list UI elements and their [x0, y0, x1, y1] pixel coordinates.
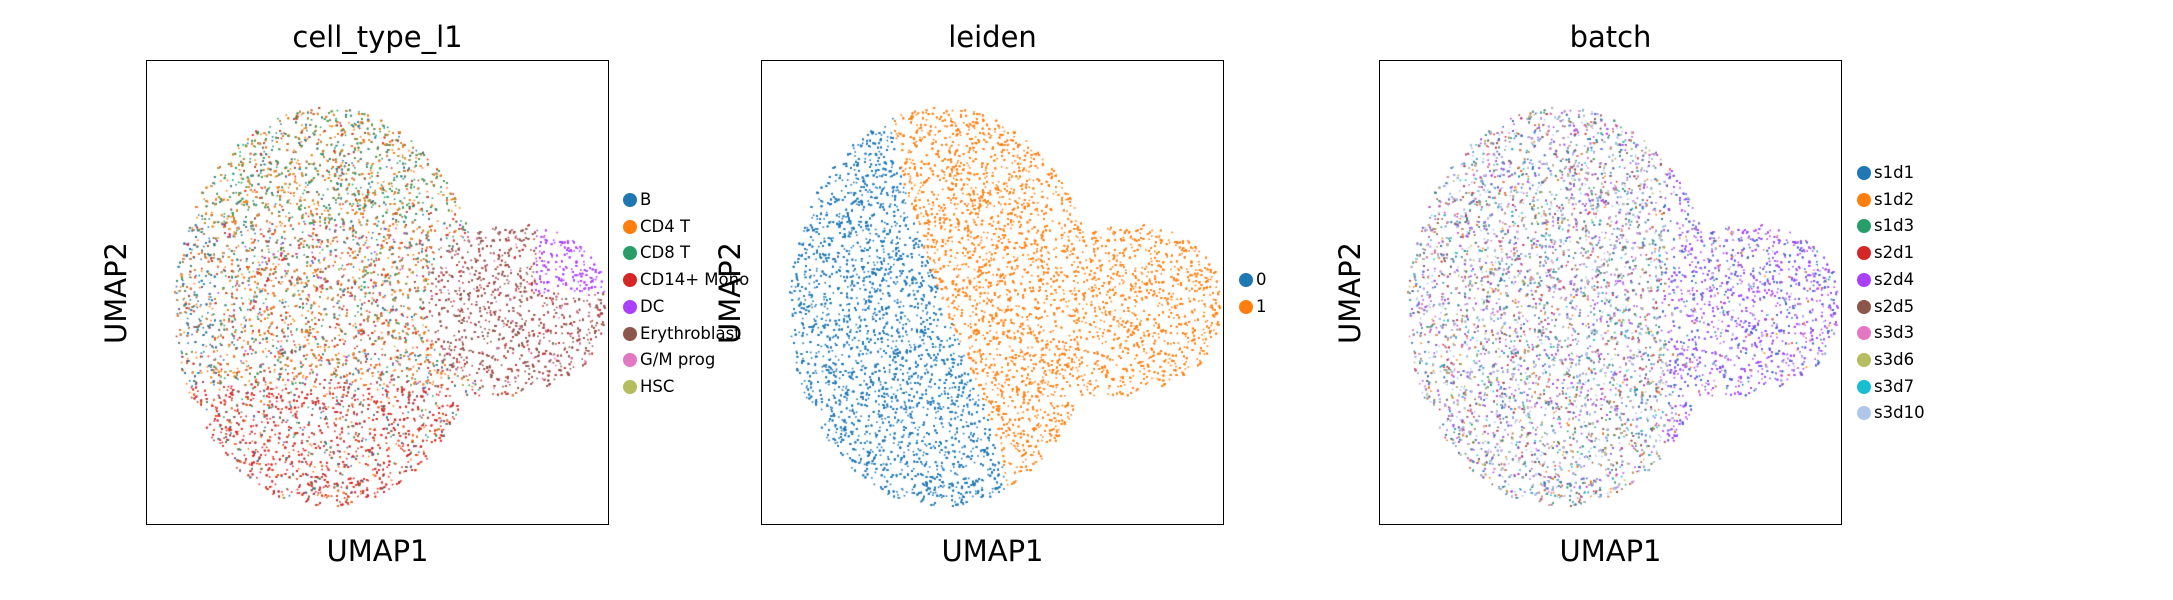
panel-title-cell-type: cell_type_l1 [292, 20, 463, 54]
y-axis-label-batch: UMAP2 [1333, 241, 1367, 345]
legend-label: B [640, 190, 652, 209]
legend-label: s1d1 [1874, 163, 1915, 182]
legend-marker [1857, 299, 1871, 314]
legend-marker [1857, 246, 1871, 261]
legend-label: s2d1 [1874, 243, 1915, 263]
plot-frame-batch [1379, 60, 1842, 525]
panel-title-batch: batch [1569, 20, 1652, 54]
legend-label: s2d5 [1874, 296, 1915, 316]
legend-label: s1d2 [1874, 189, 1915, 209]
panel-title-leiden: leiden [948, 20, 1037, 54]
legend-label: DC [640, 296, 665, 316]
legend-label: G/M prog [640, 350, 716, 370]
legend-label: s1d3 [1874, 216, 1915, 236]
x-axis-label-leiden: UMAP1 [941, 534, 1044, 568]
legend-marker [1857, 379, 1871, 394]
legend-marker [623, 353, 637, 368]
legend-label: Erythroblast [640, 323, 741, 343]
legend-label: s3d6 [1874, 349, 1915, 369]
legend-label: CD14+ Mono [640, 270, 750, 290]
legend-marker [1857, 352, 1871, 367]
legend-label: HSC [640, 376, 675, 396]
legend-marker [1239, 299, 1253, 314]
legend-label: CD8 T [640, 243, 691, 263]
legend-marker [1857, 272, 1871, 287]
plot-frame-cell-type [146, 60, 609, 525]
legend-marker [1857, 219, 1871, 234]
legend-marker [1239, 273, 1253, 287]
legend-marker [1857, 192, 1871, 207]
legend-label: s3d3 [1874, 323, 1915, 343]
legend-marker [623, 193, 637, 207]
x-axis-label-batch: UMAP1 [1559, 534, 1662, 568]
y-axis-label-cell-type: UMAP2 [99, 241, 133, 345]
legend-label: CD4 T [640, 216, 691, 236]
legend-marker [1857, 406, 1871, 421]
legend-marker [623, 273, 637, 288]
legend-marker [623, 326, 637, 341]
y-axis-label-leiden: UMAP2 [713, 241, 747, 345]
legend-label: 0 [1256, 270, 1267, 289]
legend-marker [1857, 326, 1871, 341]
legend-marker [623, 299, 637, 314]
legend-label: s3d10 [1874, 403, 1925, 423]
legend-marker [623, 246, 637, 261]
legend-label: s3d7 [1874, 376, 1915, 396]
legend-marker [623, 379, 637, 394]
x-axis-label-cell-type: UMAP1 [326, 534, 429, 568]
legend-label: 1 [1256, 296, 1267, 316]
legend-label: s2d4 [1874, 269, 1915, 289]
plot-frame-leiden [761, 60, 1224, 525]
legend-marker [623, 219, 637, 234]
legend-marker [1857, 166, 1871, 180]
